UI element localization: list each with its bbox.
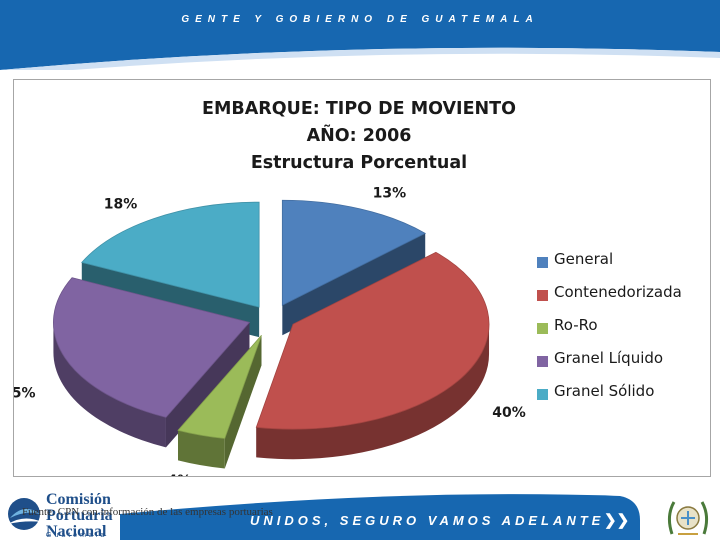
pie-slice-0 [281, 199, 427, 306]
legend-swatch [537, 257, 548, 268]
legend-swatch [537, 290, 548, 301]
pie-side-3 [53, 322, 166, 448]
pie-label-0: 13% [373, 185, 407, 201]
legend-swatch [537, 389, 548, 400]
pie-slice-2 [177, 335, 262, 439]
header-title: GENTE Y GOBIERNO DE GUATEMALA [181, 14, 539, 25]
chart-frame: EMBARQUE: TIPO DE MOVIENTO AÑO: 2006 Est… [13, 79, 711, 477]
source-note: Fuente: CPN con información de las empre… [22, 506, 273, 518]
cpn-logo-mark [8, 498, 42, 530]
legend-label: Granel Sólido [554, 382, 655, 400]
pie-slice-4 [81, 201, 260, 308]
logo-line-1: Comisión [46, 491, 111, 508]
chart-title-line-3: Estructura Porcentual [250, 153, 468, 173]
legend-label: Ro-Ro [554, 316, 598, 334]
header-band [0, 0, 720, 70]
pie-side-2 [178, 430, 225, 469]
pie-label-2: 4% [167, 473, 191, 476]
coat-of-arms-icon [667, 501, 709, 535]
pie-label-3: 25% [14, 386, 36, 402]
chart-title: EMBARQUE: TIPO DE MOVIENTO AÑO: 2006 Est… [164, 96, 554, 177]
legend-label: General [554, 250, 614, 268]
pie-side-1 [256, 324, 490, 460]
pie-wall-3 [165, 322, 250, 448]
legend-swatch [537, 323, 548, 334]
pie-chart: 13% 40% 4% 25% 18% [14, 185, 526, 476]
logo-subtitle: Guatemala [46, 532, 108, 539]
pie-slice-1 [255, 251, 490, 430]
footer-arrow-icon: ❯❯ [604, 512, 630, 529]
footer-slogan: UNIDOS, SEGURO VAMOS ADELANTE [250, 513, 605, 528]
pie-label-1: 40% [492, 405, 526, 421]
logo-line-3: Nacional [46, 523, 107, 540]
legend-label: Granel Líquido [554, 349, 664, 367]
pie-slice-3 [53, 277, 251, 418]
logo-text: Comisión Portuaria Nacional [46, 492, 113, 540]
legend-label: Contenedorizada [554, 283, 682, 301]
logo-line-2: Portuaria [46, 507, 113, 524]
chart-title-line-1: EMBARQUE: TIPO DE MOVIENTO [202, 99, 516, 119]
pie-label-4: 18% [104, 196, 138, 212]
pie-wall-end-0 [282, 233, 426, 336]
footer-band [120, 494, 640, 540]
chart-title-line-2: AÑO: 2006 [306, 126, 412, 146]
legend-swatch [537, 356, 548, 367]
